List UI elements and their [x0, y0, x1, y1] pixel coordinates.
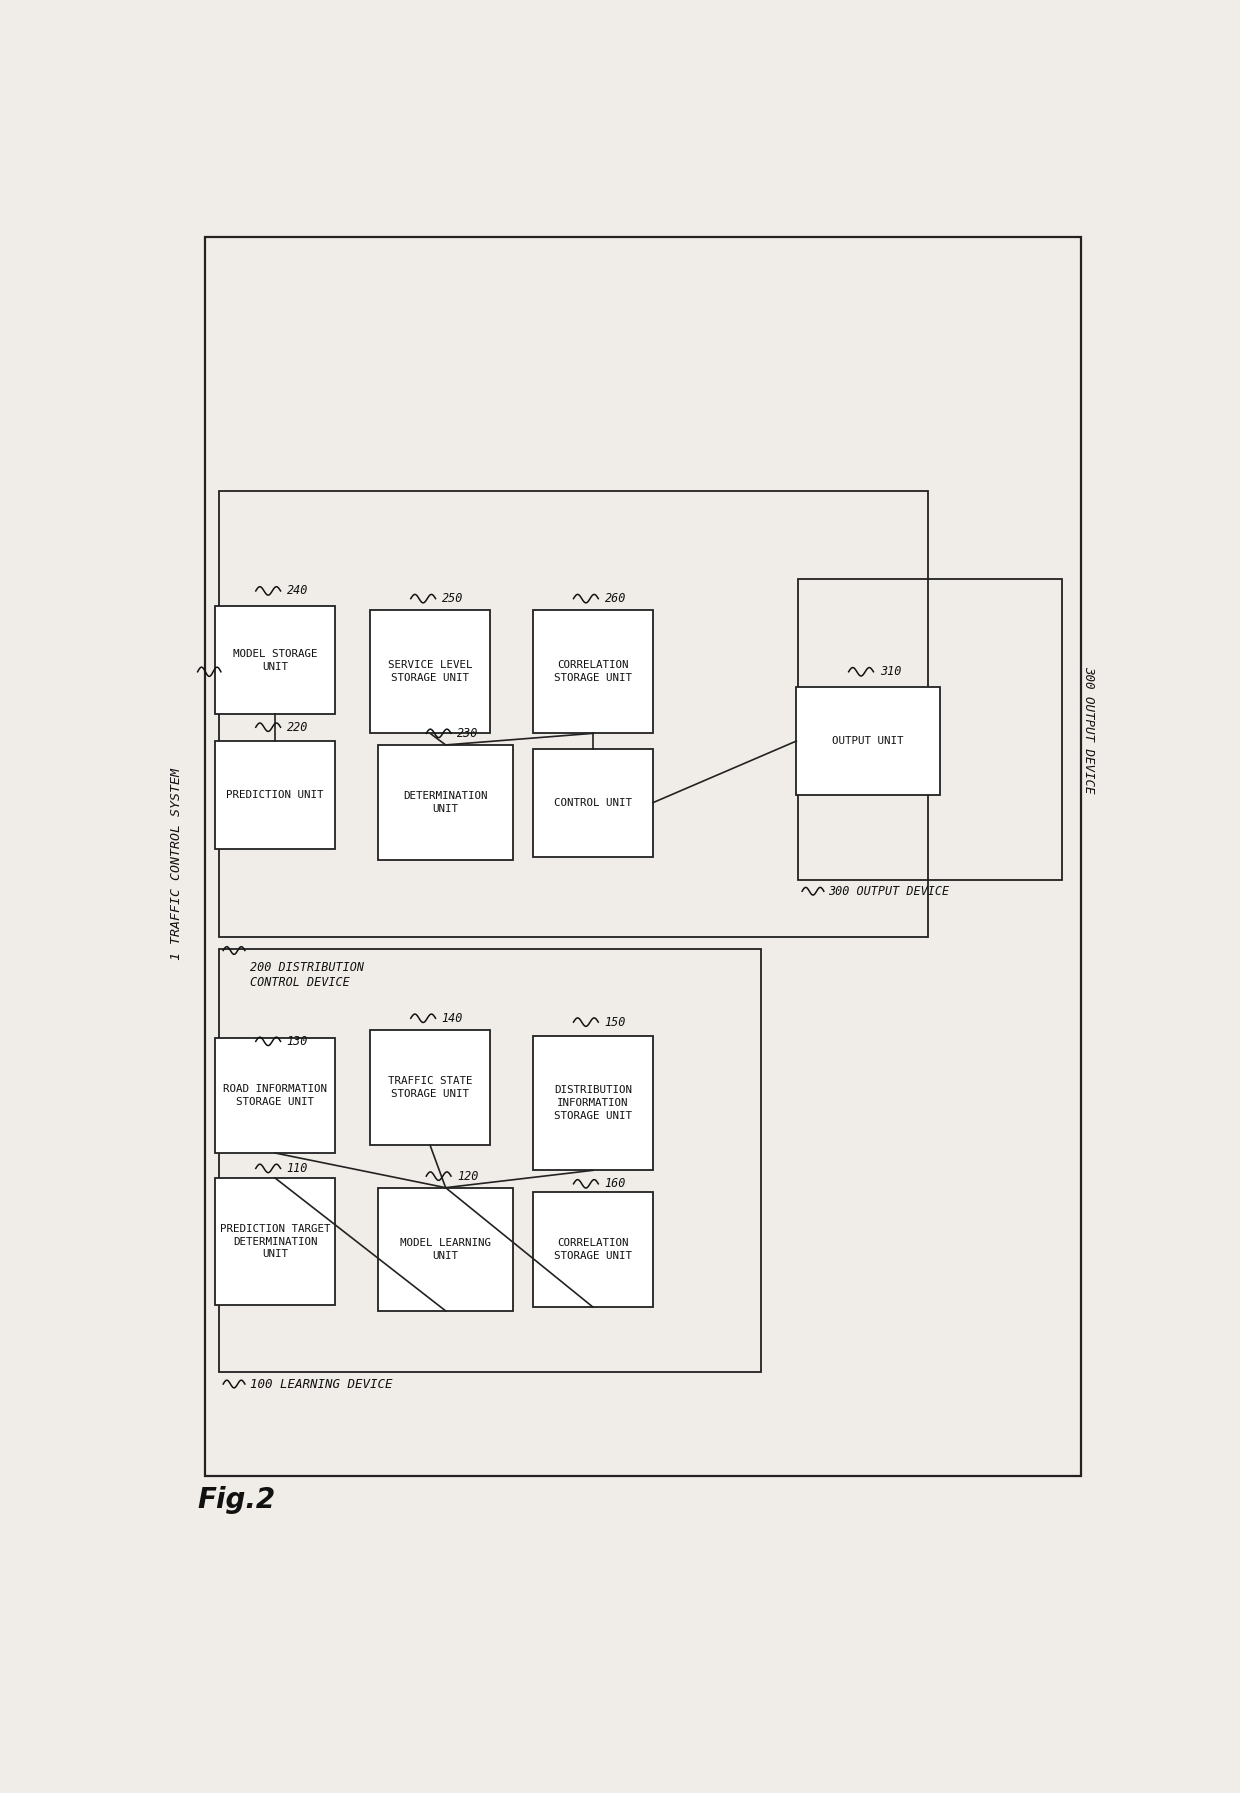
Bar	[215, 606, 335, 714]
Bar	[218, 491, 928, 938]
Text: 110: 110	[286, 1162, 308, 1174]
Text: OUTPUT UNIT: OUTPUT UNIT	[832, 737, 904, 746]
Bar	[218, 948, 761, 1372]
Text: 220: 220	[286, 721, 308, 733]
Text: 300 OUTPUT DEVICE: 300 OUTPUT DEVICE	[828, 884, 949, 898]
Text: 150: 150	[605, 1015, 626, 1029]
Text: CORRELATION
STORAGE UNIT: CORRELATION STORAGE UNIT	[554, 1237, 632, 1260]
Text: 310: 310	[879, 665, 901, 678]
Bar	[533, 1036, 653, 1171]
Text: 200 DISTRIBUTION
CONTROL DEVICE: 200 DISTRIBUTION CONTROL DEVICE	[249, 961, 363, 988]
Text: DISTRIBUTION
INFORMATION
STORAGE UNIT: DISTRIBUTION INFORMATION STORAGE UNIT	[554, 1085, 632, 1121]
Text: MODEL STORAGE
UNIT: MODEL STORAGE UNIT	[233, 649, 317, 672]
Text: PREDICTION UNIT: PREDICTION UNIT	[227, 791, 324, 800]
Bar	[370, 1029, 490, 1146]
Bar	[533, 610, 653, 733]
Text: CORRELATION
STORAGE UNIT: CORRELATION STORAGE UNIT	[554, 660, 632, 683]
Text: 160: 160	[605, 1178, 626, 1191]
Text: DETERMINATION
UNIT: DETERMINATION UNIT	[403, 791, 487, 814]
Bar	[378, 744, 513, 861]
Text: CONTROL UNIT: CONTROL UNIT	[554, 798, 632, 807]
Bar	[796, 687, 940, 794]
Bar	[215, 1178, 335, 1305]
Bar	[206, 237, 1081, 1476]
Text: ROAD INFORMATION
STORAGE UNIT: ROAD INFORMATION STORAGE UNIT	[223, 1085, 327, 1106]
Text: 140: 140	[441, 1011, 463, 1026]
Bar	[533, 1192, 653, 1307]
Text: MODEL LEARNING
UNIT: MODEL LEARNING UNIT	[401, 1237, 491, 1260]
Text: TRAFFIC STATE
STORAGE UNIT: TRAFFIC STATE STORAGE UNIT	[388, 1076, 472, 1099]
Text: 250: 250	[441, 592, 463, 604]
Bar	[533, 749, 653, 857]
Bar	[215, 1038, 335, 1153]
Bar	[215, 741, 335, 848]
Bar	[378, 1187, 513, 1311]
Text: 100 LEARNING DEVICE: 100 LEARNING DEVICE	[249, 1377, 392, 1391]
Text: 240: 240	[286, 585, 308, 597]
Text: 300 OUTPUT DEVICE: 300 OUTPUT DEVICE	[1083, 665, 1095, 793]
Text: 260: 260	[605, 592, 626, 604]
Text: 120: 120	[458, 1169, 479, 1183]
Text: 130: 130	[286, 1035, 308, 1047]
Bar	[799, 579, 1061, 880]
Text: PREDICTION TARGET
DETERMINATION
UNIT: PREDICTION TARGET DETERMINATION UNIT	[219, 1225, 330, 1259]
Text: SERVICE LEVEL
STORAGE UNIT: SERVICE LEVEL STORAGE UNIT	[388, 660, 472, 683]
Bar	[370, 610, 490, 733]
Text: 230: 230	[458, 726, 479, 741]
Text: 1 TRAFFIC CONTROL SYSTEM: 1 TRAFFIC CONTROL SYSTEM	[170, 767, 184, 961]
Text: Fig.2: Fig.2	[197, 1486, 275, 1513]
